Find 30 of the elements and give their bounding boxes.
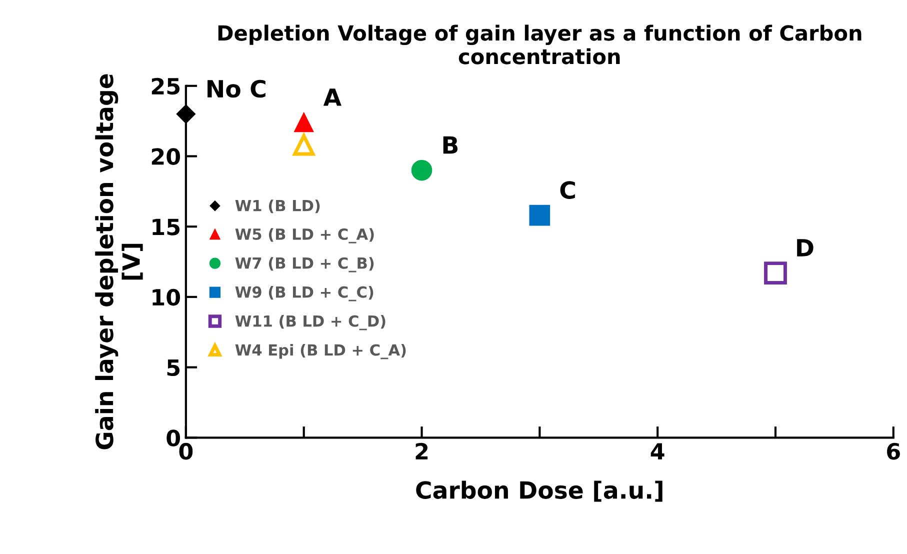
legend-label: W5 (B LD + C_A) bbox=[235, 228, 374, 244]
x-tick-label: 4 bbox=[650, 443, 664, 460]
y-tick-label: 0 bbox=[166, 430, 180, 446]
chart-title: Depletion Voltage of gain layer as a function of Carbon concentration bbox=[218, 24, 862, 64]
y-tick-label: 10 bbox=[152, 288, 180, 306]
annotation: B bbox=[443, 136, 458, 154]
annotation: D bbox=[797, 239, 814, 256]
annotation: No C bbox=[208, 80, 266, 98]
annotation: C bbox=[560, 181, 575, 199]
y-tick-label: 25 bbox=[152, 78, 180, 95]
legend-label: W11 (B LD + C_D) bbox=[235, 314, 386, 330]
legend-label: W7 (B LD + C_B) bbox=[235, 257, 374, 272]
point bbox=[176, 104, 196, 124]
x-tick-label: 2 bbox=[416, 442, 428, 460]
y-tick-label: 15 bbox=[152, 218, 180, 236]
x-axis-title: Carbon Dose [a.u.] bbox=[416, 480, 662, 502]
point bbox=[293, 134, 315, 156]
legend-label: W1 (B LD) bbox=[235, 200, 320, 214]
point bbox=[411, 160, 432, 181]
y-axis-title: Gain layer depletion voltage [V] bbox=[95, 74, 143, 450]
legend-label: W4 Epi (B LD + C_A) bbox=[235, 344, 406, 360]
point bbox=[764, 262, 787, 284]
x-tick-label: 0 bbox=[179, 442, 193, 460]
y-tick-label: 5 bbox=[167, 360, 180, 376]
point bbox=[529, 204, 550, 226]
annotation: A bbox=[323, 88, 342, 106]
point bbox=[294, 112, 314, 132]
x-tick-label: 6 bbox=[887, 442, 900, 460]
y-tick-label: 20 bbox=[152, 148, 180, 165]
legend-label: W9 (B LD + C_C) bbox=[235, 286, 374, 302]
